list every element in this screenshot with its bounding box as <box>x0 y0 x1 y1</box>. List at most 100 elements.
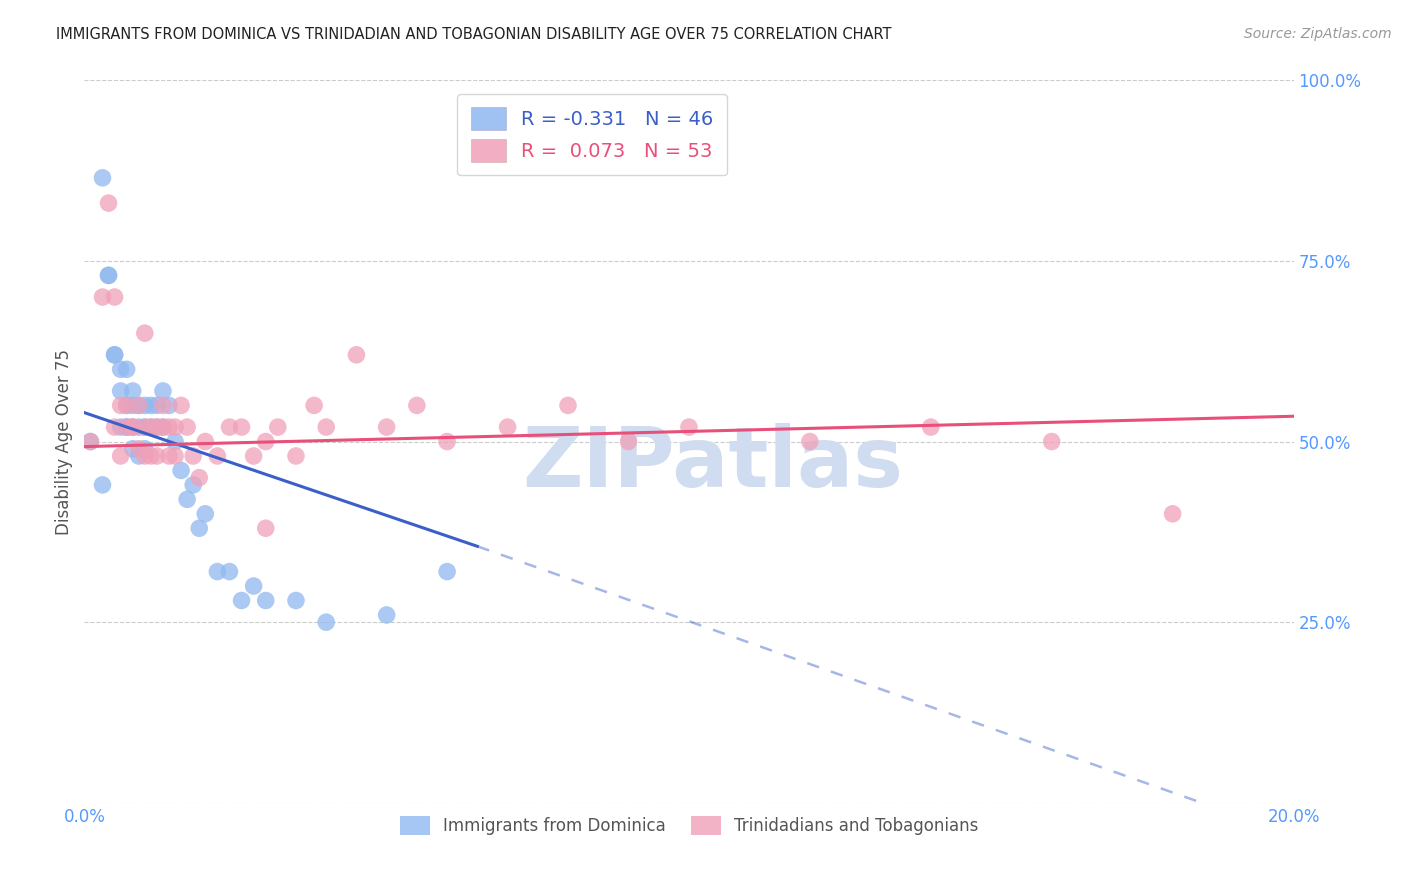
Point <box>152 420 174 434</box>
Point <box>406 398 429 412</box>
Point <box>139 420 162 434</box>
Point <box>115 420 138 434</box>
Point <box>315 420 337 434</box>
Point <box>134 442 156 456</box>
Point <box>104 290 127 304</box>
Point <box>134 326 156 340</box>
Point <box>146 420 169 434</box>
Point <box>231 420 253 434</box>
Point <box>194 507 217 521</box>
Point <box>121 420 143 434</box>
Point <box>1040 434 1063 449</box>
Point <box>97 268 120 283</box>
Point <box>242 449 264 463</box>
Point <box>375 607 398 622</box>
Point <box>218 420 240 434</box>
Point <box>254 434 277 449</box>
Point <box>110 384 132 398</box>
Point <box>678 420 700 434</box>
Point <box>97 196 120 211</box>
Point <box>436 434 458 449</box>
Point <box>139 449 162 463</box>
Point <box>104 348 127 362</box>
Point <box>799 434 821 449</box>
Point <box>115 362 138 376</box>
Point <box>346 348 368 362</box>
Point <box>181 478 204 492</box>
Y-axis label: Disability Age Over 75: Disability Age Over 75 <box>55 349 73 534</box>
Point <box>188 470 211 484</box>
Point <box>285 593 308 607</box>
Point <box>115 420 138 434</box>
Text: Source: ZipAtlas.com: Source: ZipAtlas.com <box>1244 27 1392 41</box>
Point <box>165 420 187 434</box>
Point <box>157 420 180 434</box>
Point <box>128 449 150 463</box>
Point <box>91 478 114 492</box>
Point <box>79 434 101 449</box>
Text: IMMIGRANTS FROM DOMINICA VS TRINIDADIAN AND TOBAGONIAN DISABILITY AGE OVER 75 CO: IMMIGRANTS FROM DOMINICA VS TRINIDADIAN … <box>56 27 891 42</box>
Point <box>920 420 942 434</box>
Point <box>121 420 143 434</box>
Text: ZIPatlas: ZIPatlas <box>523 423 904 504</box>
Point <box>231 593 253 607</box>
Point <box>254 521 277 535</box>
Point <box>134 449 156 463</box>
Point <box>110 362 132 376</box>
Point <box>121 420 143 434</box>
Point <box>315 615 337 630</box>
Point <box>152 420 174 434</box>
Point <box>267 420 290 434</box>
Point <box>170 398 193 412</box>
Point <box>375 420 398 434</box>
Point <box>128 420 150 434</box>
Point <box>115 398 138 412</box>
Point <box>157 398 180 412</box>
Point <box>146 420 169 434</box>
Point <box>207 449 229 463</box>
Point <box>146 398 169 412</box>
Point <box>128 398 150 412</box>
Point <box>110 398 132 412</box>
Point <box>104 420 127 434</box>
Point <box>79 434 101 449</box>
Point <box>128 398 150 412</box>
Point <box>152 384 174 398</box>
Point <box>218 565 240 579</box>
Legend: Immigrants from Dominica, Trinidadians and Tobagonians: Immigrants from Dominica, Trinidadians a… <box>392 809 986 841</box>
Point <box>115 398 138 412</box>
Point <box>134 398 156 412</box>
Point <box>128 442 150 456</box>
Point <box>207 565 229 579</box>
Point <box>121 384 143 398</box>
Point <box>115 420 138 434</box>
Point <box>1161 507 1184 521</box>
Point <box>176 420 198 434</box>
Point <box>617 434 640 449</box>
Point <box>97 268 120 283</box>
Point <box>194 434 217 449</box>
Point <box>436 565 458 579</box>
Point <box>146 449 169 463</box>
Point <box>181 449 204 463</box>
Point <box>165 449 187 463</box>
Point <box>91 290 114 304</box>
Point <box>134 420 156 434</box>
Point <box>302 398 325 412</box>
Point <box>139 398 162 412</box>
Point <box>134 420 156 434</box>
Point <box>242 579 264 593</box>
Point <box>285 449 308 463</box>
Point <box>110 449 132 463</box>
Point <box>557 398 579 412</box>
Point <box>157 449 180 463</box>
Point <box>110 420 132 434</box>
Point <box>121 442 143 456</box>
Point <box>176 492 198 507</box>
Point <box>188 521 211 535</box>
Point <box>139 420 162 434</box>
Point <box>121 398 143 412</box>
Point <box>254 593 277 607</box>
Point <box>104 348 127 362</box>
Point <box>496 420 519 434</box>
